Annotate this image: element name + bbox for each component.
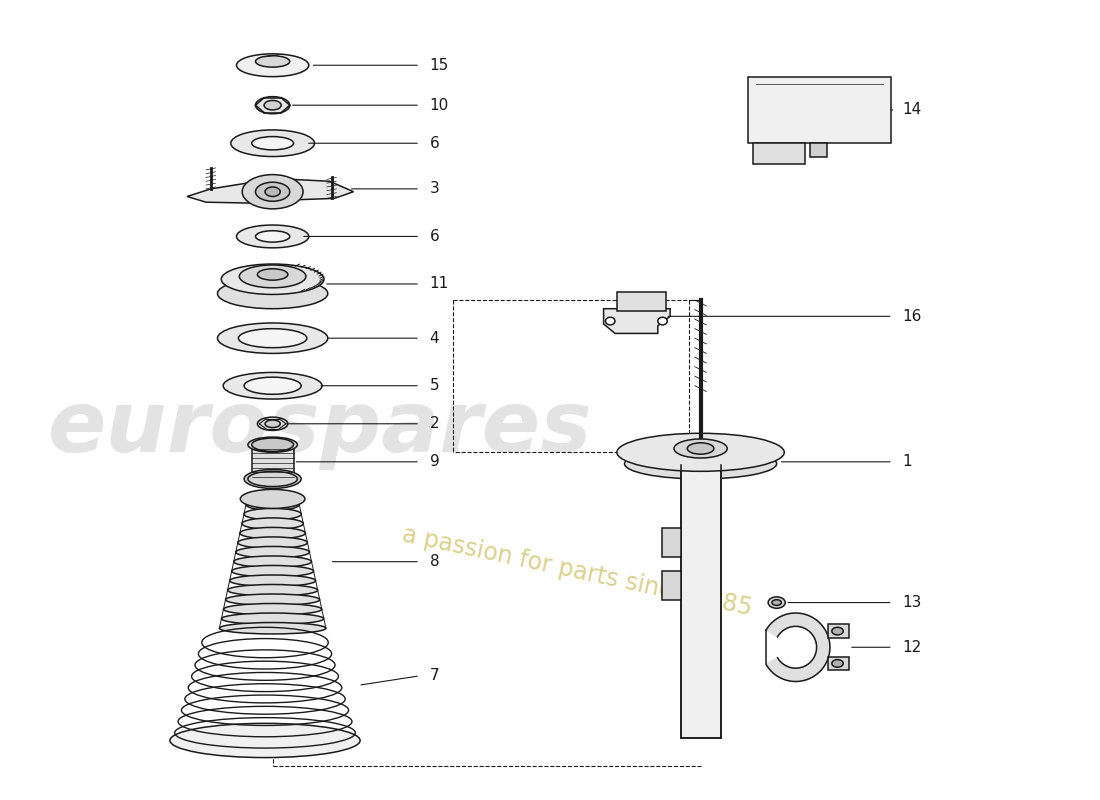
Ellipse shape [605, 318, 615, 325]
Ellipse shape [688, 442, 714, 454]
Ellipse shape [617, 434, 784, 471]
Ellipse shape [772, 600, 781, 606]
Text: 7: 7 [429, 668, 439, 683]
Bar [810, 143, 827, 157]
Ellipse shape [238, 537, 308, 548]
Ellipse shape [230, 575, 316, 586]
Bar [661, 571, 681, 600]
Text: 5: 5 [429, 378, 439, 394]
Ellipse shape [832, 660, 844, 667]
Ellipse shape [169, 723, 360, 758]
Ellipse shape [832, 627, 844, 635]
Ellipse shape [236, 54, 309, 77]
Ellipse shape [625, 449, 777, 479]
Polygon shape [604, 309, 670, 334]
Ellipse shape [658, 318, 668, 325]
Ellipse shape [240, 490, 305, 509]
Ellipse shape [232, 566, 314, 577]
Ellipse shape [235, 546, 309, 558]
Text: 1: 1 [902, 454, 912, 470]
Ellipse shape [244, 470, 301, 489]
Polygon shape [766, 613, 829, 682]
Ellipse shape [674, 439, 727, 458]
Bar [828, 657, 849, 670]
Ellipse shape [242, 518, 304, 530]
Ellipse shape [219, 622, 326, 634]
Text: 12: 12 [902, 640, 922, 654]
Text: 16: 16 [902, 309, 922, 324]
Bar [681, 465, 720, 738]
Ellipse shape [244, 377, 301, 394]
Ellipse shape [255, 230, 289, 242]
Ellipse shape [223, 603, 322, 615]
Text: 4: 4 [429, 330, 439, 346]
Text: 10: 10 [429, 98, 449, 113]
Ellipse shape [265, 187, 280, 197]
Ellipse shape [257, 417, 288, 430]
Ellipse shape [223, 373, 322, 399]
Bar [748, 77, 891, 143]
Ellipse shape [242, 174, 304, 209]
Text: 2: 2 [429, 416, 439, 431]
Text: 3: 3 [429, 182, 439, 196]
Bar [661, 528, 681, 557]
Text: 8: 8 [429, 554, 439, 569]
Text: 9: 9 [429, 454, 439, 470]
Ellipse shape [248, 471, 297, 486]
Ellipse shape [252, 137, 294, 150]
Bar [617, 291, 667, 310]
Ellipse shape [231, 130, 315, 157]
Ellipse shape [221, 613, 323, 625]
Ellipse shape [252, 438, 294, 451]
Ellipse shape [246, 499, 299, 510]
Ellipse shape [255, 97, 289, 114]
Polygon shape [187, 179, 353, 203]
Ellipse shape [239, 329, 307, 348]
Ellipse shape [255, 56, 289, 67]
Text: 6: 6 [429, 229, 439, 244]
Ellipse shape [218, 278, 328, 309]
Ellipse shape [233, 556, 311, 567]
Ellipse shape [240, 527, 306, 539]
Bar [752, 143, 805, 164]
Ellipse shape [264, 101, 282, 110]
Ellipse shape [768, 597, 785, 608]
Text: a passion for parts since 1985: a passion for parts since 1985 [399, 522, 755, 620]
Ellipse shape [240, 265, 306, 288]
Bar [252, 445, 294, 479]
Text: 13: 13 [902, 595, 922, 610]
Text: 15: 15 [429, 58, 449, 73]
Ellipse shape [244, 509, 301, 520]
Ellipse shape [265, 420, 280, 427]
Bar [828, 625, 849, 638]
Ellipse shape [221, 264, 324, 294]
Text: 11: 11 [429, 277, 449, 291]
Text: 6: 6 [429, 136, 439, 150]
Ellipse shape [228, 585, 318, 596]
Ellipse shape [248, 437, 297, 452]
Text: 14: 14 [902, 102, 922, 118]
Ellipse shape [218, 323, 328, 354]
Text: eurospares: eurospares [48, 387, 593, 470]
Ellipse shape [257, 269, 288, 280]
Ellipse shape [236, 225, 309, 248]
Ellipse shape [255, 182, 289, 202]
Ellipse shape [226, 594, 320, 606]
